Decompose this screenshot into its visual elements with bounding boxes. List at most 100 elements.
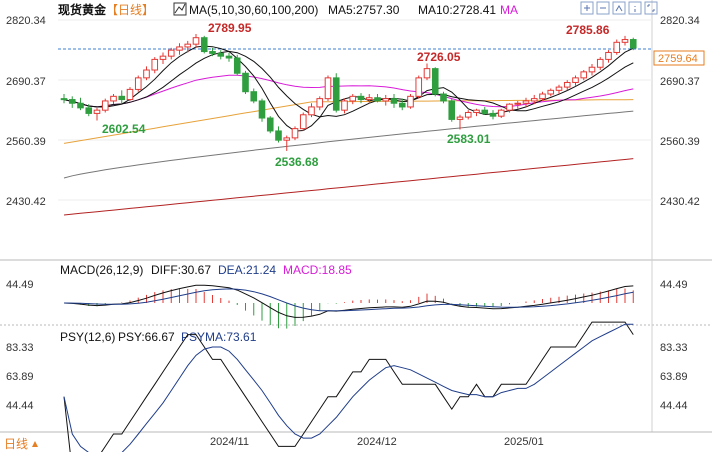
candle-body bbox=[308, 106, 315, 116]
ma10-value: MA10:2728.41 bbox=[418, 3, 496, 17]
candle-body bbox=[539, 93, 546, 100]
ma200-line bbox=[63, 158, 634, 216]
macd-dea-line bbox=[63, 288, 634, 312]
candle-body bbox=[209, 51, 216, 54]
macd-tick-label: 44.49 bbox=[6, 279, 34, 291]
psy-value: PSY:66.67 bbox=[118, 330, 175, 344]
candle-body bbox=[506, 103, 513, 111]
candle-body bbox=[464, 111, 472, 118]
candle-body bbox=[613, 41, 621, 53]
candle-body bbox=[390, 98, 398, 104]
psy-tick-label: 63.89 bbox=[6, 371, 34, 383]
candle-body bbox=[184, 43, 192, 48]
last-price-value: 2759.64 bbox=[658, 53, 698, 65]
ma-more-label: MA bbox=[500, 3, 518, 17]
candle-body bbox=[423, 68, 431, 79]
candle-body bbox=[621, 39, 629, 43]
candle-body bbox=[143, 69, 150, 79]
price-grid bbox=[58, 19, 652, 201]
ma5-value: MA5:2757.30 bbox=[328, 3, 400, 17]
candle-body bbox=[431, 68, 439, 95]
low2-annotation: 2536.68 bbox=[275, 155, 319, 169]
time-axis-label: 2024/12 bbox=[357, 436, 397, 448]
candle-body bbox=[68, 99, 76, 104]
candle-body bbox=[225, 55, 233, 59]
ma-params-label: MA(5,10,30,60,100,200) bbox=[189, 3, 318, 17]
candle-body bbox=[316, 98, 324, 108]
candle-body bbox=[374, 97, 381, 102]
macd-tick-label: 44.49 bbox=[660, 279, 688, 291]
period-select[interactable]: 日线 bbox=[4, 437, 38, 451]
candle-body bbox=[382, 98, 390, 102]
fullscreen-icon[interactable] bbox=[644, 1, 658, 15]
last-price-badge bbox=[653, 50, 705, 66]
psy-label: PSY(12,6) bbox=[60, 330, 115, 344]
candle-body bbox=[134, 77, 142, 90]
candle-body bbox=[357, 95, 365, 101]
candle-body bbox=[299, 114, 307, 130]
price-tick-label: 2820.34 bbox=[660, 15, 700, 27]
candle-body bbox=[258, 100, 266, 119]
candle-body bbox=[407, 95, 414, 108]
zoom-out-icon[interactable] bbox=[596, 1, 610, 15]
chart-settings-icon[interactable] bbox=[612, 1, 626, 15]
price-tick-label: 2560.39 bbox=[660, 136, 700, 148]
psy-plot bbox=[63, 321, 634, 452]
candle-body bbox=[159, 55, 167, 60]
moving-averages bbox=[63, 45, 634, 216]
low1-annotation: 2602.54 bbox=[102, 122, 146, 136]
price-tick-label: 2690.37 bbox=[6, 76, 46, 88]
ma100-line bbox=[63, 110, 634, 179]
triangle-up-icon bbox=[32, 441, 38, 447]
candle-body bbox=[547, 89, 555, 95]
candle-body bbox=[440, 93, 447, 102]
macd-diff-value: DIFF:30.67 bbox=[151, 263, 211, 277]
price-tick-label: 2430.42 bbox=[660, 196, 700, 208]
period-badge[interactable]: 【日线】 bbox=[106, 3, 154, 17]
candle-body bbox=[555, 86, 563, 91]
candle-body bbox=[167, 49, 175, 57]
ma60-line bbox=[63, 99, 634, 144]
price-tick-label: 2430.42 bbox=[6, 196, 46, 208]
candle-body bbox=[60, 98, 68, 101]
candle-body bbox=[365, 97, 373, 101]
candle-body bbox=[93, 109, 101, 114]
candle-body bbox=[291, 128, 299, 139]
candle-body bbox=[118, 95, 126, 101]
zoom-in-icon[interactable] bbox=[580, 1, 594, 15]
time-axis-label: 2025/01 bbox=[504, 436, 544, 448]
info-icon[interactable] bbox=[628, 1, 642, 15]
candle-body bbox=[332, 77, 340, 111]
psyma-line bbox=[63, 323, 634, 452]
right-high-annotation: 2785.86 bbox=[566, 23, 610, 37]
candle-body bbox=[349, 95, 357, 102]
macd-label: MACD(26,12,9) bbox=[60, 263, 143, 277]
candle-body bbox=[530, 98, 538, 102]
price-tick-label: 2690.37 bbox=[660, 76, 700, 88]
period-select-label: 日线 bbox=[4, 437, 28, 451]
psy-tick-label: 63.89 bbox=[660, 371, 688, 383]
candle-body bbox=[77, 102, 84, 109]
ma10-line bbox=[63, 50, 634, 118]
candle-body bbox=[563, 81, 571, 88]
psy-tick-label: 83.33 bbox=[660, 342, 688, 354]
psy-tick-label: 44.44 bbox=[660, 400, 688, 412]
ma5-line bbox=[63, 45, 634, 132]
low3-annotation: 2583.01 bbox=[447, 132, 491, 146]
candle-body bbox=[126, 88, 134, 101]
mid-high-annotation: 2726.05 bbox=[417, 50, 461, 64]
candle-body bbox=[242, 72, 249, 93]
candle-body bbox=[283, 137, 291, 141]
candle-body bbox=[192, 37, 200, 45]
price-tick-label: 2820.34 bbox=[6, 15, 46, 27]
candle-body bbox=[572, 77, 579, 83]
candle-body bbox=[448, 100, 456, 120]
candle-body bbox=[588, 66, 596, 73]
candle-body bbox=[85, 107, 93, 114]
psy-line bbox=[63, 321, 634, 452]
ma-legend-icon[interactable] bbox=[173, 2, 187, 16]
candle-body bbox=[473, 109, 480, 113]
candle-body bbox=[456, 116, 464, 120]
candle-body bbox=[200, 37, 208, 53]
